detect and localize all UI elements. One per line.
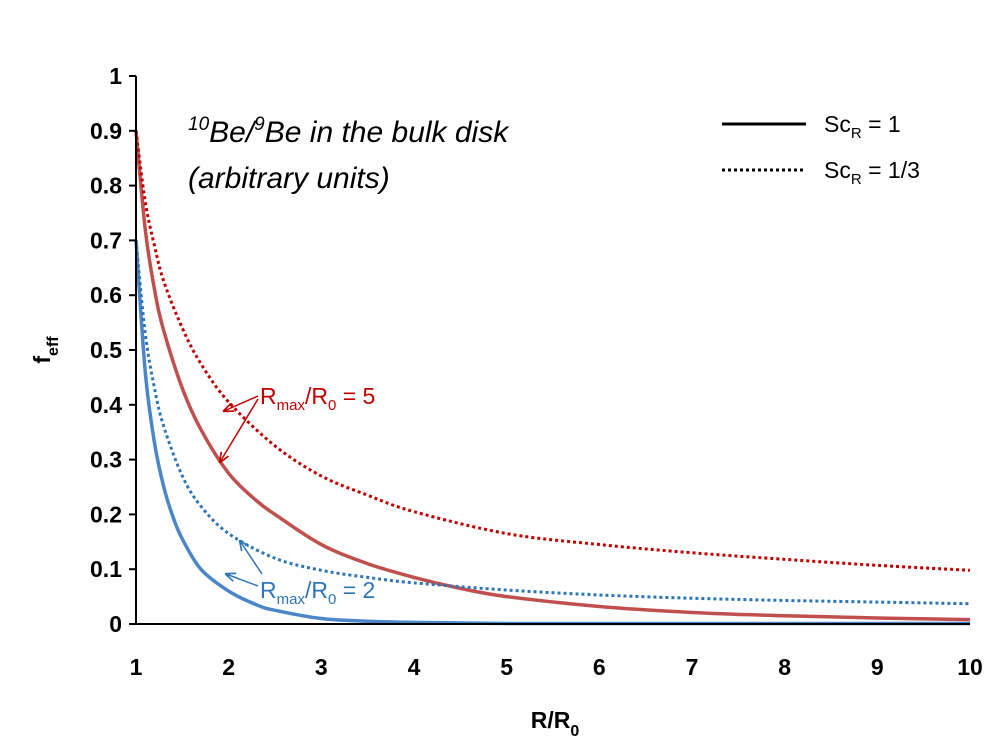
series-line-2 [134, 240, 970, 626]
x-tick-label: 10 [957, 654, 983, 680]
series-layer [134, 130, 971, 626]
x-tick-label: 5 [500, 654, 513, 680]
annotation-rmax-5-label: Rmax/R0 = 5 [260, 383, 375, 414]
annotation-rmax-5: Rmax/R0 = 5 [220, 383, 375, 462]
y-tick-label: 0.9 [90, 118, 122, 144]
series-line-3 [134, 240, 971, 606]
x-tick-label: 7 [686, 654, 699, 680]
x-tick-label: 8 [778, 654, 791, 680]
series-line-1 [134, 130, 971, 572]
y-tick-label: 0 [109, 611, 122, 637]
legend: ScR = 1 ScR = 1/3 [722, 111, 920, 188]
tick-layer: 1 2 3 4 5 6 7 8 9 10 0 0.1 0.2 0.3 0.4 0.5 0.6 0.7 0.8 0.9 1 [90, 63, 983, 680]
y-tick-label: 1 [109, 63, 122, 89]
y-tick-label: 0.3 [90, 447, 122, 473]
y-tick-label: 0.8 [90, 173, 122, 199]
annotation-rmax-2-label: Rmax/R0 = 2 [260, 577, 375, 608]
legend-label-solid: ScR = 1 [824, 111, 901, 142]
x-tick-label: 9 [871, 654, 884, 680]
annotation-rmax-2-arrow-lower [226, 574, 259, 587]
x-axis-title: R/R0 [531, 707, 580, 740]
y-tick-label: 0.4 [90, 392, 122, 418]
annotation-rmax-5-arrow-lower [220, 398, 259, 462]
annotation-rmax-2: Rmax/R0 = 2 [226, 541, 375, 608]
series-line-0 [134, 130, 971, 622]
legend-label-dotted: ScR = 1/3 [824, 157, 920, 188]
y-tick-label: 0.6 [90, 282, 122, 308]
y-tick-label: 0.1 [90, 556, 122, 582]
y-axis-title: feff [29, 336, 62, 364]
x-tick-label: 2 [222, 654, 235, 680]
annotation-rmax-2-arrow-upper [240, 541, 263, 575]
x-tick-label: 1 [130, 654, 143, 680]
annotation-rmax-5-arrow-upper [224, 395, 259, 411]
y-tick-label: 0.7 [90, 227, 122, 253]
x-tick-label: 4 [408, 654, 421, 680]
inset-text-line2: (arbitrary units) [188, 162, 390, 195]
x-tick-label: 3 [315, 654, 328, 680]
y-tick-label: 0.5 [90, 337, 122, 363]
y-tick-label: 0.2 [90, 501, 122, 527]
inset-text-line1: 10Be/9Be in the bulk disk [188, 114, 510, 149]
x-tick-label: 6 [593, 654, 606, 680]
